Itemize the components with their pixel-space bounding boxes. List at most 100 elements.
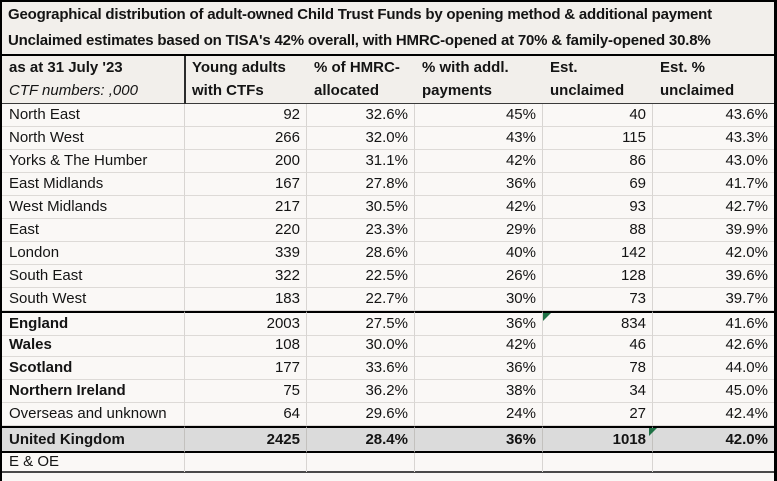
cell-hmrc-pct[interactable]: 28.6%: [307, 242, 415, 265]
cell-ctfs[interactable]: 339: [185, 242, 307, 265]
footer-empty-cell[interactable]: [543, 452, 653, 472]
header-cell-addl[interactable]: % with addl. payments: [415, 56, 543, 103]
cell-unclaimed[interactable]: 115: [543, 127, 653, 150]
cell-region[interactable]: East: [2, 219, 185, 242]
cell-unclaimed[interactable]: 46: [543, 334, 653, 357]
cell-ctfs[interactable]: 75: [185, 380, 307, 403]
cell-unclaimed-pct[interactable]: 41.7%: [653, 173, 774, 196]
cell-ctfs[interactable]: 217: [185, 196, 307, 219]
cell-hmrc-pct[interactable]: 23.3%: [307, 219, 415, 242]
cell-unclaimed-pct[interactable]: 43.3%: [653, 127, 774, 150]
cell-ctfs[interactable]: 2425: [185, 426, 307, 453]
cell-addl-pct[interactable]: 40%: [415, 242, 543, 265]
cell-unclaimed[interactable]: 73: [543, 288, 653, 311]
footer-empty-cell[interactable]: [185, 452, 307, 472]
cell-region[interactable]: West Midlands: [2, 196, 185, 219]
cell-unclaimed[interactable]: 34: [543, 380, 653, 403]
cell-unclaimed[interactable]: 93: [543, 196, 653, 219]
cell-region[interactable]: London: [2, 242, 185, 265]
header-cell-unclaimed-pct[interactable]: Est. % unclaimed: [653, 56, 774, 103]
cell-addl-pct[interactable]: 36%: [415, 426, 543, 453]
cell-region[interactable]: United Kingdom: [2, 426, 185, 453]
cell-unclaimed[interactable]: 128: [543, 265, 653, 288]
cell-hmrc-pct[interactable]: 36.2%: [307, 380, 415, 403]
eoe-note[interactable]: E & OE: [2, 452, 185, 472]
cell-ctfs[interactable]: 92: [185, 104, 307, 127]
cell-hmrc-pct[interactable]: 28.4%: [307, 426, 415, 453]
cell-unclaimed-pct[interactable]: 42.0%: [653, 242, 774, 265]
cell-unclaimed-pct[interactable]: 41.6%: [653, 311, 774, 336]
cell-region[interactable]: South East: [2, 265, 185, 288]
cell-ctfs[interactable]: 167: [185, 173, 307, 196]
cell-hmrc-pct[interactable]: 32.6%: [307, 104, 415, 127]
cell-ctfs[interactable]: 177: [185, 357, 307, 380]
header-cell-hmrc[interactable]: % of HMRC- allocated: [307, 56, 415, 103]
cell-unclaimed-pct[interactable]: 45.0%: [653, 380, 774, 403]
cell-hmrc-pct[interactable]: 27.8%: [307, 173, 415, 196]
cell-unclaimed[interactable]: 27: [543, 403, 653, 426]
cell-ctfs[interactable]: 108: [185, 334, 307, 357]
cell-addl-pct[interactable]: 42%: [415, 150, 543, 173]
cell-addl-pct[interactable]: 38%: [415, 380, 543, 403]
cell-unclaimed[interactable]: 142: [543, 242, 653, 265]
cell-unclaimed-pct[interactable]: 39.6%: [653, 265, 774, 288]
footer-empty-cell[interactable]: [415, 452, 543, 472]
cell-addl-pct[interactable]: 43%: [415, 127, 543, 150]
cell-hmrc-pct[interactable]: 31.1%: [307, 150, 415, 173]
cell-unclaimed[interactable]: 86: [543, 150, 653, 173]
header-cell-unclaimed[interactable]: Est. unclaimed: [543, 56, 653, 103]
cell-unclaimed-pct[interactable]: 44.0%: [653, 357, 774, 380]
cell-region[interactable]: Overseas and unknown: [2, 403, 185, 426]
cell-hmrc-pct[interactable]: 29.6%: [307, 403, 415, 426]
header-cell-date[interactable]: as at 31 July '23 CTF numbers: ,000: [2, 56, 185, 103]
cell-ctfs[interactable]: 322: [185, 265, 307, 288]
cell-unclaimed-pct[interactable]: 42.6%: [653, 334, 774, 357]
cell-region[interactable]: Northern Ireland: [2, 380, 185, 403]
cell-ctfs[interactable]: 220: [185, 219, 307, 242]
cell-ctfs[interactable]: 266: [185, 127, 307, 150]
cell-addl-pct[interactable]: 24%: [415, 403, 543, 426]
footer-empty-cell[interactable]: [307, 452, 415, 472]
cell-addl-pct[interactable]: 29%: [415, 219, 543, 242]
cell-hmrc-pct[interactable]: 22.5%: [307, 265, 415, 288]
cell-hmrc-pct[interactable]: 32.0%: [307, 127, 415, 150]
cell-unclaimed-pct[interactable]: 42.0%: [649, 426, 774, 453]
cell-addl-pct[interactable]: 36%: [415, 357, 543, 380]
cell-unclaimed-pct[interactable]: 39.7%: [653, 288, 774, 311]
cell-region[interactable]: Yorks & The Humber: [2, 150, 185, 173]
cell-unclaimed[interactable]: 88: [543, 219, 653, 242]
footer-empty-cell[interactable]: [653, 452, 774, 472]
cell-region[interactable]: North West: [2, 127, 185, 150]
cell-unclaimed[interactable]: 1018: [543, 426, 653, 453]
cell-ctfs[interactable]: 64: [185, 403, 307, 426]
cell-addl-pct[interactable]: 26%: [415, 265, 543, 288]
cell-region[interactable]: Wales: [2, 334, 185, 357]
cell-addl-pct[interactable]: 45%: [415, 104, 543, 127]
cell-unclaimed-pct[interactable]: 42.7%: [653, 196, 774, 219]
cell-unclaimed-pct[interactable]: 39.9%: [653, 219, 774, 242]
cell-hmrc-pct[interactable]: 30.5%: [307, 196, 415, 219]
cell-ctfs[interactable]: 183: [185, 288, 307, 311]
cell-hmrc-pct[interactable]: 22.7%: [307, 288, 415, 311]
cell-addl-pct[interactable]: 36%: [415, 311, 543, 336]
cell-region[interactable]: England: [2, 311, 185, 336]
cell-hmrc-pct[interactable]: 30.0%: [307, 334, 415, 357]
cell-unclaimed[interactable]: 40: [543, 104, 653, 127]
cell-region[interactable]: Scotland: [2, 357, 185, 380]
cell-region[interactable]: East Midlands: [2, 173, 185, 196]
cell-unclaimed[interactable]: 69: [543, 173, 653, 196]
cell-unclaimed-pct[interactable]: 43.6%: [653, 104, 774, 127]
cell-hmrc-pct[interactable]: 33.6%: [307, 357, 415, 380]
cell-addl-pct[interactable]: 42%: [415, 334, 543, 357]
cell-ctfs[interactable]: 2003: [185, 311, 307, 336]
cell-unclaimed[interactable]: 78: [543, 357, 653, 380]
cell-ctfs[interactable]: 200: [185, 150, 307, 173]
cell-region[interactable]: North East: [2, 104, 185, 127]
cell-addl-pct[interactable]: 30%: [415, 288, 543, 311]
header-cell-ctfs[interactable]: Young adults with CTFs: [185, 56, 307, 103]
cell-addl-pct[interactable]: 36%: [415, 173, 543, 196]
cell-unclaimed-pct[interactable]: 42.4%: [653, 403, 774, 426]
cell-region[interactable]: South West: [2, 288, 185, 311]
cell-addl-pct[interactable]: 42%: [415, 196, 543, 219]
cell-unclaimed[interactable]: 834: [543, 311, 653, 336]
